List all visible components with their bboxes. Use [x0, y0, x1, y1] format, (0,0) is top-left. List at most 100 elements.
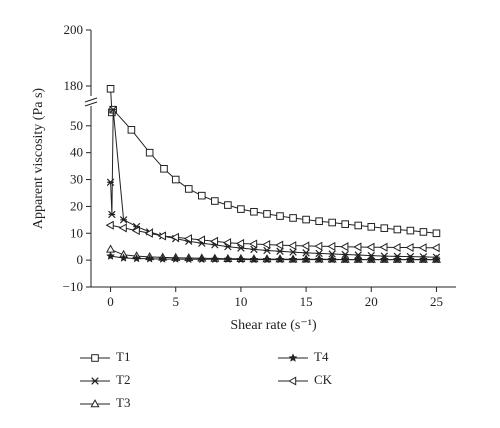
y-tick-label: −10 — [63, 279, 83, 294]
legend-label-t1: T1 — [116, 349, 131, 364]
y-tick-label: 0 — [77, 252, 84, 267]
point-t4 — [184, 254, 194, 264]
y-tick-label: 10 — [70, 225, 83, 240]
point-t1 — [211, 197, 219, 205]
series-line-t1 — [110, 88, 437, 234]
point-t4 — [418, 254, 428, 264]
legend-swatch-t3 — [80, 399, 110, 408]
point-ck — [235, 238, 245, 249]
point-t1 — [393, 225, 402, 234]
axes: 0 5 10 15 20 25 −10 0 10 20 30 40 50 180 200 Shear rate… — [31, 22, 456, 333]
x-tick-label: 20 — [365, 294, 378, 309]
legend-label-t3: T3 — [116, 395, 131, 410]
point-ck — [131, 226, 140, 236]
point-t4 — [405, 254, 415, 264]
legend-label-t2: T2 — [116, 372, 131, 387]
x-tick-label: 15 — [300, 294, 313, 309]
point-t1 — [106, 85, 115, 93]
point-t4 — [158, 254, 168, 263]
y-tick-label: 180 — [64, 78, 84, 93]
point-ck — [431, 243, 440, 253]
point-t1 — [406, 226, 415, 235]
point-ck — [353, 242, 362, 252]
point-t4 — [392, 254, 402, 264]
point-t4 — [223, 254, 233, 264]
point-ck — [105, 220, 114, 230]
y-tick-label: 50 — [70, 118, 83, 133]
legend-swatch-t4 — [278, 353, 308, 362]
point-ck — [222, 238, 232, 248]
point-t4 — [106, 251, 116, 260]
point-t1 — [145, 148, 154, 157]
point-t1 — [160, 164, 168, 173]
point-t4 — [431, 254, 441, 264]
point-t2 — [119, 216, 128, 224]
point-t3 — [106, 244, 116, 253]
point-t2 — [289, 248, 297, 256]
point-t1 — [127, 126, 136, 134]
point-ck — [144, 228, 153, 238]
point-t4 — [288, 254, 298, 264]
point-t2 — [109, 105, 117, 114]
point-t1 — [380, 224, 389, 232]
x-tick-label: 25 — [430, 294, 443, 309]
point-t1 — [171, 175, 180, 184]
y-tick-label: 200 — [64, 22, 84, 37]
x-axis-label: Shear rate (s⁻¹) — [230, 318, 317, 333]
point-t4 — [236, 254, 246, 264]
point-ck — [249, 239, 258, 249]
point-t4 — [249, 254, 259, 264]
point-t4 — [353, 254, 363, 264]
point-ck — [157, 231, 166, 241]
point-t4 — [314, 254, 324, 264]
point-ck — [209, 236, 219, 246]
legend-marker — [288, 376, 297, 386]
point-t2 — [302, 249, 310, 257]
point-t1 — [328, 218, 336, 227]
y-tick-label: 20 — [70, 198, 83, 213]
point-t1 — [276, 212, 284, 220]
point-t4 — [301, 254, 311, 264]
legend-marker — [91, 354, 99, 362]
axis-break-mark — [84, 97, 98, 103]
legend-marker — [91, 377, 99, 385]
point-t4 — [275, 254, 285, 264]
point-ck — [405, 242, 414, 253]
point-t2 — [328, 250, 336, 258]
point-ck — [327, 241, 336, 251]
legend-swatch-t1 — [80, 354, 110, 362]
x-tick-label: 5 — [172, 294, 179, 309]
y-axis-label: Apparent viscosity (Pa s) — [31, 88, 46, 229]
legend-label-t4: T4 — [314, 349, 329, 364]
axis-break-mark — [84, 101, 98, 107]
point-t4 — [171, 254, 181, 263]
point-ck — [275, 240, 284, 250]
point-ck — [392, 242, 401, 253]
point-t1 — [198, 191, 206, 200]
x-tick-label: 0 — [107, 294, 114, 309]
point-ck — [183, 234, 192, 244]
point-t1 — [250, 207, 258, 216]
point-ck — [379, 242, 388, 252]
point-t2 — [106, 178, 115, 186]
point-t2 — [108, 210, 116, 219]
point-t4 — [132, 253, 142, 263]
point-t4 — [210, 254, 220, 264]
point-ck — [418, 243, 427, 253]
point-t1 — [224, 201, 232, 209]
series-line-t2 — [110, 109, 437, 258]
legend-label-ck: CK — [314, 372, 333, 387]
point-t4 — [340, 254, 350, 264]
point-t1 — [354, 221, 363, 230]
point-t4 — [379, 254, 389, 264]
point-ck — [314, 241, 323, 251]
point-t1 — [341, 220, 349, 228]
point-t4 — [366, 254, 376, 264]
point-ck — [262, 239, 271, 250]
point-t1 — [263, 210, 271, 218]
legend-swatch-t2 — [80, 377, 110, 385]
point-ck — [196, 235, 206, 245]
point-t1 — [315, 217, 323, 225]
point-ck — [170, 232, 179, 242]
x-tick-label: 10 — [234, 294, 247, 309]
